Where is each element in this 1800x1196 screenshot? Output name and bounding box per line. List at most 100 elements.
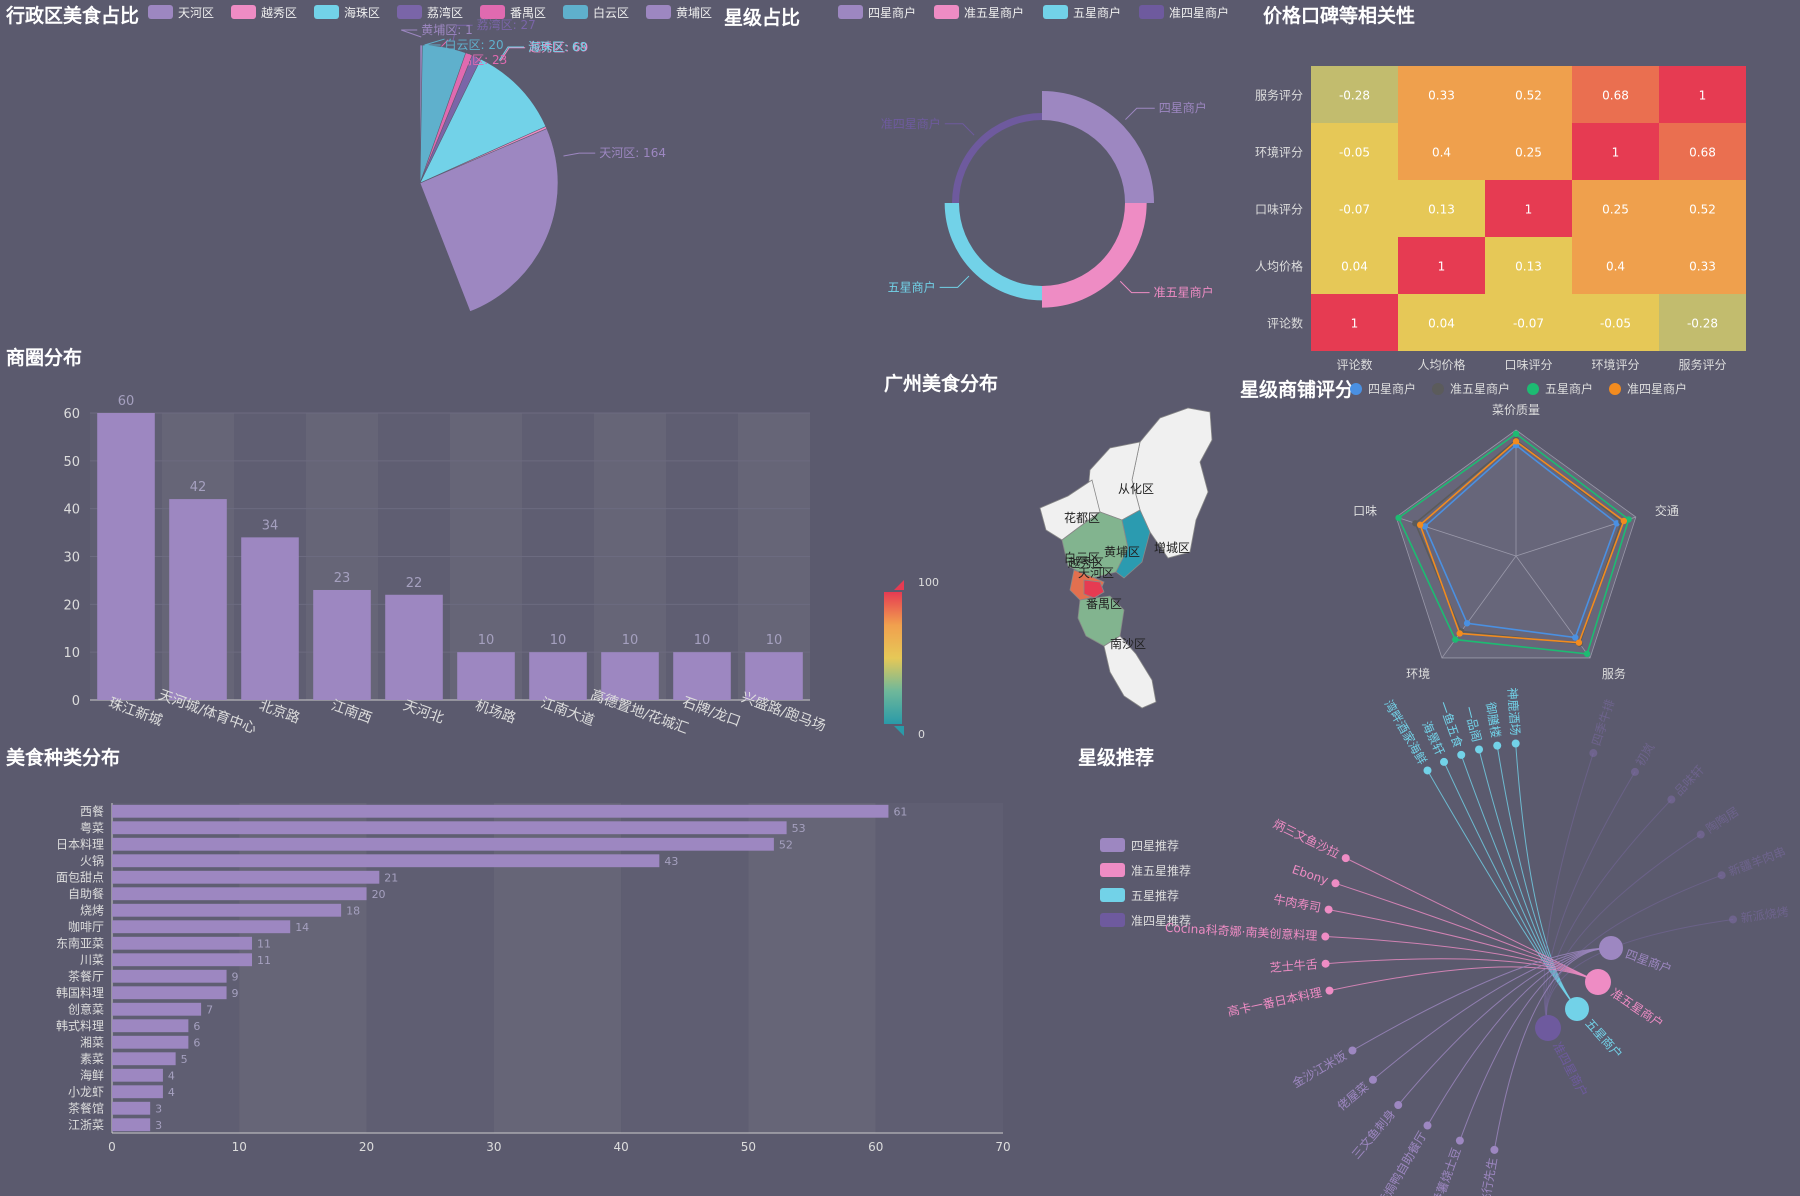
category-bar-value: 11 <box>257 938 271 951</box>
district-pie-leader <box>499 47 526 62</box>
star-donut-title: 星级占比 <box>724 6 800 29</box>
heatmap-cell <box>1398 66 1485 123</box>
graph-hub <box>1535 1015 1561 1041</box>
category-bar-band <box>621 803 749 1133</box>
graph-link <box>1328 909 1599 983</box>
graph-node-label: 一品阁 <box>1461 705 1484 743</box>
map-scale-min: 0 <box>918 728 925 741</box>
graph-node-label: 神鹿酒场 <box>1505 687 1523 736</box>
business-bar <box>529 652 587 700</box>
graph-node-label: 新疆羊肉串 <box>1726 844 1787 879</box>
star-donut-label: 准五星商户 <box>1154 285 1214 300</box>
radar-legend-dot <box>1432 383 1444 395</box>
graph-node <box>1423 1121 1432 1130</box>
heatmap-value: -0.05 <box>1600 317 1631 331</box>
category-bar-label: 素菜 <box>80 1052 104 1066</box>
graph-node <box>1440 757 1449 766</box>
heatmap-cell <box>1311 66 1398 123</box>
category-bar-value: 9 <box>232 971 239 984</box>
heatmap-x-label: 人均价格 <box>1417 357 1465 372</box>
business-bar-category: 天河北 <box>401 698 446 727</box>
heatmap-cell <box>1485 123 1572 180</box>
map-title: 广州美食分布 <box>884 372 998 395</box>
graph-node-label: 初岚 <box>1633 741 1657 769</box>
graph-node <box>1493 741 1502 750</box>
category-bar-chart: 0 10 20 30 40 50 60 7061西餐53粤菜52日本料理43火锅21面包甜点2… <box>56 803 1011 1154</box>
graph-node-label: 高卡一番日本料理 <box>1226 984 1323 1019</box>
heatmap-value: 0.4 <box>1606 260 1625 274</box>
heatmap-value: 1 <box>1351 317 1359 331</box>
graph-link <box>1545 834 1702 1029</box>
category-bar <box>112 1101 151 1115</box>
category-bar-value: 53 <box>792 822 806 835</box>
graph-link <box>1515 743 1578 1010</box>
heatmap-y-label: 服务评分 <box>1255 88 1303 103</box>
graph-legend-swatch <box>1100 838 1125 852</box>
category-bar-value: 7 <box>206 1004 213 1017</box>
category-bar-value: 52 <box>779 839 793 852</box>
graph-node-label: 香焗鸭自助餐厅 <box>1375 1128 1430 1196</box>
business-bar-value: 10 <box>550 633 567 648</box>
radar-series-point <box>1572 634 1579 641</box>
graph-hub-label: 五星商户 <box>1583 1016 1626 1062</box>
heatmap-cell <box>1398 180 1485 237</box>
graph-legend-swatch <box>1100 863 1125 877</box>
business-bar-ytick: 0 <box>72 694 80 709</box>
business-bar-category: 机场路 <box>473 698 518 727</box>
graph-link <box>1546 874 1722 1029</box>
heatmap-value: -0.28 <box>1339 89 1370 103</box>
star-donut-segment <box>1042 203 1147 308</box>
category-bar-value: 61 <box>893 806 907 819</box>
heatmap-value: 1 <box>1612 146 1620 160</box>
map-scale-handle-top <box>894 580 904 590</box>
category-bar-label: 咖啡厅 <box>68 919 104 934</box>
graph-node-label: 牛肉寿司 <box>1272 891 1322 915</box>
star-donut-leader <box>939 275 970 288</box>
district-pie-legend-label: 海珠区 <box>344 5 380 20</box>
map-scale-handle-bottom <box>894 726 904 736</box>
radar-indicator-label: 服务 <box>1602 666 1626 681</box>
business-bar-ytick: 60 <box>63 407 80 422</box>
graph-node-label: 番薯烧士豆 <box>1430 1146 1464 1196</box>
category-bar-label: 川菜 <box>80 953 104 967</box>
business-bar <box>673 652 731 700</box>
category-bar <box>112 887 367 901</box>
heatmap-value: 0.13 <box>1515 260 1542 274</box>
business-bar <box>241 537 299 700</box>
heatmap-value: -0.07 <box>1513 317 1544 331</box>
district-pie-legend-swatch <box>480 5 505 19</box>
heatmap-x-label: 口味评分 <box>1504 358 1552 372</box>
category-bar-value: 9 <box>232 987 239 1000</box>
heatmap-value: -0.07 <box>1339 203 1370 217</box>
business-bar-ytick: 50 <box>63 455 80 470</box>
radar-legend-dot <box>1609 383 1621 395</box>
graph-node <box>1331 879 1340 888</box>
heatmap-cell <box>1311 123 1398 180</box>
radar-title: 星级商铺评分 <box>1240 378 1354 401</box>
graph-node <box>1348 1046 1357 1055</box>
category-bar-value: 4 <box>168 1070 175 1083</box>
category-bar-value: 4 <box>168 1086 175 1099</box>
category-bar-label: 江浙菜 <box>68 1118 104 1132</box>
district-pie-legend-label: 番禺区 <box>510 6 546 20</box>
radar-indicator-label: 环境 <box>1406 666 1430 681</box>
category-bar-label: 韩式料理 <box>56 1018 104 1033</box>
map-region-label: 南沙区 <box>1110 636 1146 651</box>
heatmap-cell <box>1485 180 1572 237</box>
graph-link <box>1546 918 1734 1029</box>
star-donut-segment <box>1042 91 1154 203</box>
graph-title: 星级推荐 <box>1078 746 1154 769</box>
category-bar-label: 火锅 <box>80 853 104 868</box>
business-bar-value: 42 <box>190 480 207 495</box>
star-donut-segment <box>944 203 1042 301</box>
radar-series-line <box>1397 432 1630 655</box>
radar-legend-label: 准四星商户 <box>1627 381 1687 396</box>
map-region-huangpu <box>1115 509 1151 579</box>
category-bar <box>112 1068 163 1082</box>
business-bar <box>313 589 371 700</box>
radar-series-point <box>1395 514 1402 522</box>
heatmap-value: 0.04 <box>1428 317 1455 331</box>
district-pie-legend-swatch <box>646 5 671 19</box>
